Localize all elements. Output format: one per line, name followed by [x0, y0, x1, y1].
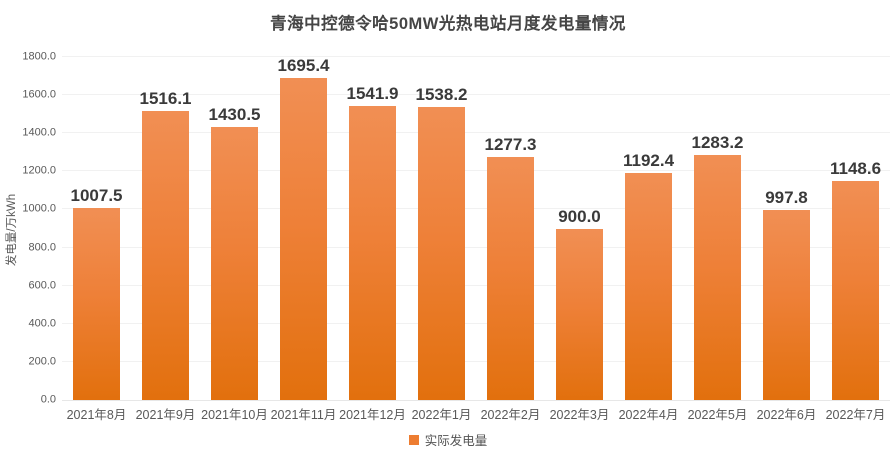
x-tick-label: 2022年1月: [411, 408, 472, 422]
bar-value-label: 1695.4: [277, 56, 330, 75]
bars-layer: 1007.5 1516.1 1430.5 1695.4 1541.9 1538.2 1277…: [62, 57, 890, 400]
gridline: [62, 56, 890, 57]
bar: [211, 127, 258, 400]
x-tick-label: 2022年6月: [756, 408, 817, 422]
x-tick-label: 2022年4月: [618, 408, 679, 422]
x-tick-label: 2022年5月: [687, 408, 748, 422]
gridline: [62, 94, 890, 96]
x-tick-label: 2021年9月: [135, 408, 196, 422]
legend-label: 实际发电量: [424, 434, 488, 448]
gridline: [62, 170, 890, 172]
bar-value-label: 1538.2: [415, 84, 468, 104]
bar-column: 1192.4: [614, 57, 683, 400]
gridline: [62, 322, 890, 324]
bar-value-label: 1148.6: [829, 159, 882, 179]
gridline: [62, 208, 890, 210]
bar-column: 997.8: [752, 57, 821, 400]
x-tick-label: 2022年3月: [549, 408, 610, 422]
bar-column: 1516.1: [131, 57, 200, 400]
bar: [763, 209, 810, 400]
bar: [625, 172, 672, 400]
bar-value-label: 997.8: [765, 187, 808, 207]
gridline: [62, 284, 890, 286]
x-tick-label: 2021年12月: [339, 408, 406, 422]
bar-value-label: 1007.5: [70, 186, 123, 206]
bar: [349, 106, 396, 400]
bar: [280, 78, 327, 400]
bar-column: 1277.3: [476, 57, 545, 400]
bar-column: 1007.5: [62, 57, 131, 400]
y-tick-label: 800.0: [28, 241, 56, 254]
bar: [418, 106, 465, 400]
x-tick-label: 2022年2月: [480, 408, 541, 422]
bar-column: 1541.9: [338, 57, 407, 400]
bar: [694, 155, 741, 400]
bar-column: 1148.6: [821, 57, 890, 400]
bar: [142, 111, 189, 400]
bar: [73, 208, 120, 400]
y-tick-label: 1400.0: [22, 126, 56, 139]
bar-value-label: 1277.3: [484, 134, 537, 154]
y-tick-label: 1600.0: [22, 88, 56, 101]
x-tick-label: 2021年8月: [66, 408, 127, 422]
x-axis-tick-labels: 2021年8月 2021年9月 2021年10月 2021年11月 2021年12月 20…: [62, 404, 890, 423]
y-tick-label: 1000.0: [22, 202, 56, 215]
bar: [556, 228, 603, 400]
y-axis-tick-labels: 0.0 200.0 400.0 600.0 800.0 1000.0 1200.0 1400.…: [0, 51, 56, 405]
y-tick-label: 400.0: [28, 317, 56, 330]
gridline: [62, 246, 890, 248]
gridline: [62, 360, 890, 362]
y-tick-label: 600.0: [28, 279, 56, 292]
bar-column: 900.0: [545, 57, 614, 400]
bar: [487, 156, 534, 400]
y-tick-label: 0.0: [40, 393, 56, 406]
legend-marker-icon: [408, 434, 419, 445]
bar-value-label: 1192.4: [622, 150, 675, 170]
x-tick-label: 2021年10月: [201, 408, 268, 422]
plot-area: 1007.5 1516.1 1430.5 1695.4 1541.9 1538.2 1277…: [62, 56, 890, 401]
bar-column: 1283.2: [683, 57, 752, 400]
x-tick-label: 2022年7月: [825, 408, 886, 422]
legend: 实际发电量: [0, 430, 896, 449]
y-tick-label: 200.0: [28, 355, 56, 368]
chart-title: 青海中控德令哈50MW光热电站月度发电量情况: [270, 15, 626, 33]
y-tick-label: 1800.0: [22, 50, 56, 63]
bar-value-label: 1541.9: [346, 84, 399, 104]
x-tick-label: 2021年11月: [270, 408, 337, 422]
bar-column: 1430.5: [200, 57, 269, 400]
bar-value-label: 1283.2: [691, 133, 744, 153]
bar-column: 1695.4: [269, 57, 338, 400]
bar-value-label: 1516.1: [139, 89, 192, 109]
y-tick-label: 1200.0: [22, 164, 56, 177]
bar-column: 1538.2: [407, 57, 476, 400]
bar-value-label: 1430.5: [208, 105, 261, 125]
bar: [832, 181, 879, 400]
gridline: [62, 132, 890, 134]
bar-value-label: 900.0: [558, 206, 601, 226]
